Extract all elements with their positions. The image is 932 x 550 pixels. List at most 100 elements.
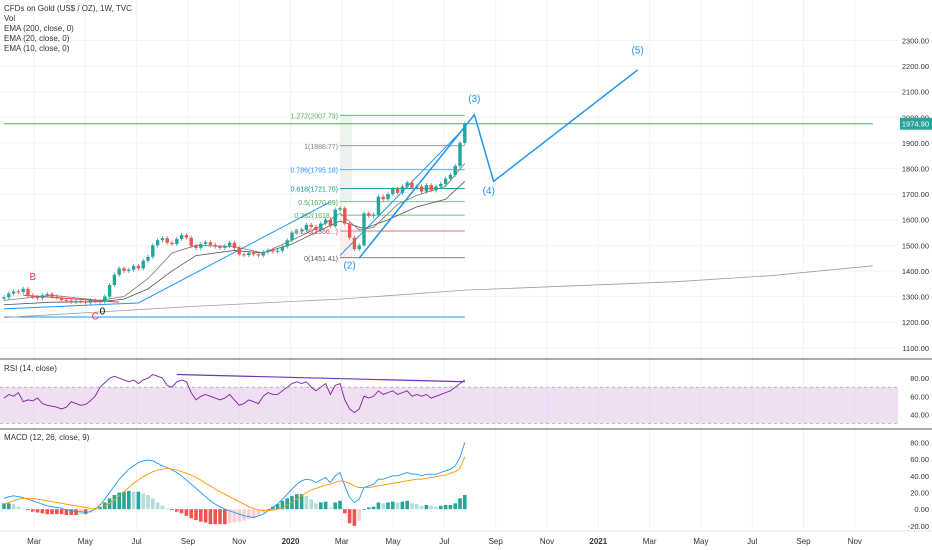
macd-histogram-bar bbox=[69, 509, 73, 515]
macd-histogram-bar bbox=[55, 509, 59, 515]
macd-histogram-bar bbox=[50, 509, 54, 515]
macd-pane[interactable] bbox=[2, 442, 467, 526]
time-axis-label: Nov bbox=[848, 537, 862, 546]
candle-body bbox=[362, 213, 366, 246]
candle-body bbox=[50, 293, 54, 297]
candle-body bbox=[26, 288, 30, 296]
macd-histogram-bar bbox=[400, 501, 405, 510]
macd-histogram-bar bbox=[410, 503, 414, 510]
time-axis-label: Sep bbox=[489, 537, 504, 546]
price-axis-label: 1700.00 bbox=[902, 190, 929, 199]
last-price-label: 1974.90 bbox=[902, 120, 929, 129]
candle-body bbox=[453, 165, 457, 175]
macd-histogram-bar bbox=[160, 505, 165, 510]
macd-histogram-bar bbox=[371, 506, 376, 510]
price-axis-label: 1500.00 bbox=[902, 241, 929, 250]
rsi-axis-label: 60.00 bbox=[910, 392, 929, 401]
macd-histogram-bar bbox=[443, 505, 448, 510]
time-axis-label: Nov bbox=[540, 537, 554, 546]
macd-histogram-bar bbox=[304, 495, 309, 510]
macd-histogram-bar bbox=[7, 503, 11, 510]
ema-10-label[interactable]: EMA (10, close, 0) bbox=[4, 44, 70, 53]
macd-histogram-bar bbox=[189, 509, 193, 519]
candle-body bbox=[290, 232, 294, 241]
macd-histogram-bar bbox=[184, 509, 189, 516]
macd-histogram-bar bbox=[415, 504, 419, 510]
macd-histogram-bar bbox=[319, 502, 323, 510]
rsi-pane[interactable] bbox=[0, 373, 898, 424]
fib-level-label: 0.5(1670.09) bbox=[298, 200, 338, 207]
macd-histogram-bar bbox=[112, 495, 117, 510]
macd-histogram-bar bbox=[266, 509, 270, 510]
macd-histogram-bar bbox=[448, 505, 453, 510]
rsi-axis-label: 80.00 bbox=[910, 374, 929, 383]
macd-histogram-bar bbox=[285, 498, 289, 510]
candle-body bbox=[400, 186, 405, 193]
macd-axis-label: 40.00 bbox=[910, 472, 929, 481]
candle-body bbox=[45, 293, 49, 296]
candle-body bbox=[261, 251, 265, 256]
macd-histogram-bar bbox=[26, 509, 30, 510]
price-pane[interactable]: 1.272(2007.73) 1(1888.77) 0.786(1795.18) 0.… bbox=[2, 45, 873, 323]
macd-histogram-bar bbox=[165, 508, 169, 510]
rsi-divergence-line bbox=[176, 373, 465, 383]
candle-body bbox=[405, 182, 409, 187]
candle-body bbox=[227, 242, 232, 246]
macd-histogram-bar bbox=[391, 501, 395, 510]
fib-level-label: 0.786(1795.18) bbox=[291, 168, 338, 175]
macd-histogram-bar bbox=[31, 509, 35, 512]
candle-body bbox=[309, 224, 313, 227]
candle-body bbox=[328, 219, 333, 227]
macd-histogram-bar bbox=[232, 509, 237, 523]
macd-histogram-bar bbox=[218, 509, 222, 525]
candle-body bbox=[247, 253, 251, 256]
macd-histogram-bar bbox=[381, 503, 385, 510]
macd-title[interactable]: MACD (12, 26, close, 9) bbox=[4, 433, 90, 442]
candle-body bbox=[79, 300, 83, 302]
macd-histogram-bar bbox=[323, 501, 328, 510]
ema-200-label[interactable]: EMA (200, close, 0) bbox=[4, 24, 74, 33]
candle-body bbox=[391, 189, 395, 195]
macd-histogram-bar bbox=[40, 509, 45, 514]
time-axis-label: Sep bbox=[796, 537, 811, 546]
macd-axis-label: 20.00 bbox=[910, 489, 929, 498]
macd-histogram-bar bbox=[343, 509, 347, 514]
wave-projection-line bbox=[358, 69, 639, 259]
candle-body bbox=[179, 235, 184, 239]
symbol-title[interactable]: CFDs on Gold (US$ / OZ), 1W, TVC bbox=[4, 4, 132, 13]
rsi-title[interactable]: RSI (14, close) bbox=[4, 364, 57, 373]
macd-histogram-bar bbox=[35, 509, 40, 513]
candle-body bbox=[463, 123, 467, 143]
macd-histogram-bar bbox=[251, 509, 256, 519]
candle-body bbox=[151, 245, 155, 257]
candle-body bbox=[189, 237, 193, 246]
macd-histogram-bar bbox=[333, 502, 337, 510]
candle-body bbox=[208, 242, 213, 245]
ema-line bbox=[3, 163, 466, 301]
price-axis-label: 1600.00 bbox=[902, 216, 929, 225]
fib-level-label: 0.382(1618...) bbox=[294, 213, 338, 220]
macd-histogram-bar bbox=[199, 509, 203, 522]
candle-body bbox=[35, 297, 40, 299]
macd-histogram-bar bbox=[170, 509, 174, 510]
macd-histogram-bar bbox=[83, 509, 88, 515]
candle-body bbox=[429, 185, 433, 191]
time-axis-label: Jul bbox=[747, 537, 757, 546]
candle-body bbox=[333, 209, 337, 227]
candle-body bbox=[117, 268, 121, 275]
candle-body bbox=[371, 214, 376, 216]
candle-body bbox=[439, 183, 443, 187]
candle-body bbox=[64, 300, 69, 302]
time-axis-label: Mar bbox=[335, 537, 349, 546]
candle-body bbox=[59, 297, 64, 301]
fib-shade-grey bbox=[340, 145, 352, 202]
candle-body bbox=[323, 219, 328, 224]
candle-body bbox=[146, 256, 150, 261]
candle-body bbox=[367, 213, 371, 216]
macd-line bbox=[3, 442, 466, 518]
price-axis-label: 1300.00 bbox=[902, 293, 929, 302]
macd-axis-label: 80.00 bbox=[910, 439, 929, 448]
volume-label[interactable]: Vol bbox=[4, 14, 16, 23]
ema-20-label[interactable]: EMA (20, close, 0) bbox=[4, 34, 70, 43]
